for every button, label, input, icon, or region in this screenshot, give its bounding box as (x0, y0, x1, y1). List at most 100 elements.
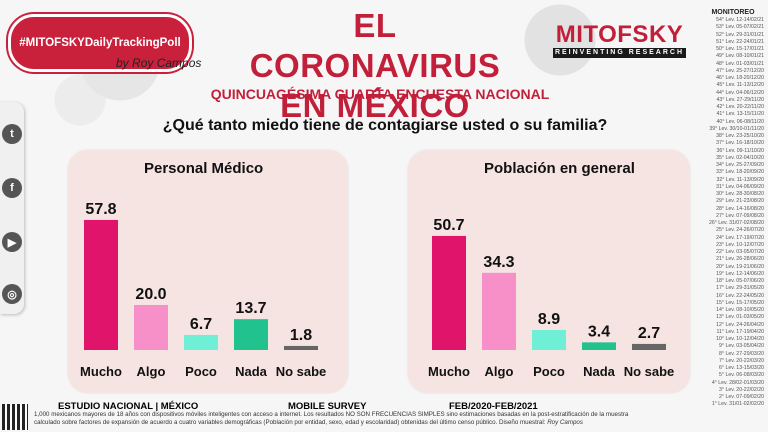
bar-value-label: 6.7 (190, 316, 212, 333)
bar-1-poco (532, 329, 566, 350)
monitor-row: 16° Lev. 22-24/05/20 (716, 292, 764, 299)
category-label: Mucho (428, 364, 470, 379)
category-label: Algo (485, 364, 514, 379)
monitor-row: 10° Lev. 10-12/04/20 (716, 336, 764, 342)
monitor-row: 35° Lev. 02-04/10/20 (716, 154, 764, 161)
monitor-row: 26° Lev. 31/07-02/08/20 (708, 220, 764, 226)
podcast-icon[interactable]: ◎ (2, 284, 22, 304)
monitor-title: MONITOREO (711, 9, 755, 16)
monitor-row: 25° Lev. 24-26/07/20 (716, 227, 764, 234)
chart-title-general: Población en general (484, 160, 635, 177)
monitor-row: 8° Lev. 27-29/03/20 (719, 350, 764, 357)
survey-question: ¿Qué tanto miedo tiene de contagiarse us… (162, 117, 608, 134)
monitor-row: 54° Lev. 12-14/02/21 (716, 17, 764, 23)
monitor-row: 28° Lev. 14-16/08/20 (716, 205, 764, 212)
monitor-row: 27° Lev. 07-09/08/20 (716, 212, 764, 219)
social-sidebar: t f ▶ ◎ (0, 102, 24, 314)
byline: by Roy Campos (116, 56, 201, 70)
bar-0-nada (234, 319, 268, 350)
qr-code[interactable] (2, 404, 28, 430)
bar-1-no-sabe (632, 343, 666, 350)
category-label: No sabe (624, 364, 675, 379)
brand-logo[interactable]: MITOFSKY REINVENTING RESEARCH (553, 22, 686, 64)
hashtag-text: #MITOFSKYDailyTrackingPoll (19, 37, 181, 49)
monitor-row: 46° Lev. 18-20/12/20 (716, 75, 764, 81)
monitor-row: 53° Lev. 05-07/02/21 (716, 24, 764, 31)
monitor-row: 24° Lev. 17-19/07/20 (716, 234, 764, 241)
by-text: by (116, 56, 129, 70)
monitor-row: 22° Lev. 03-05/07/20 (716, 249, 764, 255)
footer-dates: FEB/2020-FEB/2021 (449, 401, 538, 412)
bar-value-label: 50.7 (433, 217, 464, 234)
monitor-row: 49° Lev. 08-10/01/21 (716, 53, 764, 60)
note-text: 1,000 mexicanos mayores de 18 años con d… (34, 411, 629, 426)
category-label: Nada (235, 364, 268, 379)
chart-title-medical: Personal Médico (144, 160, 264, 177)
monitor-row: 47° Lev. 25-27/12/20 (716, 67, 764, 74)
monitor-row: 37° Lev. 16-18/10/20 (716, 140, 764, 147)
bar-value-label: 57.8 (85, 201, 116, 218)
category-label: Mucho (80, 364, 122, 379)
hashtag-badge[interactable]: #MITOFSKYDailyTrackingPoll (8, 14, 192, 72)
monitor-row: 11° Lev. 17-19/04/20 (716, 328, 764, 335)
monitor-row: 32° Lev. 11-13/09/20 (716, 176, 764, 183)
facebook-icon[interactable]: f (2, 178, 22, 198)
bar-value-label: 2.7 (638, 325, 660, 342)
monitor-row: 2° Lev. 07-09/02/20 (719, 394, 764, 400)
monitor-row: 4° Lev. 28/02-01/03/20 (711, 379, 764, 386)
bar-value-label: 3.4 (588, 323, 610, 340)
signature: Roy Campos (132, 56, 202, 70)
monitor-row: 33° Lev. 18-20/09/20 (716, 169, 764, 176)
monitor-list: MONITOREO 54° Lev. 12-14/02/21 53° Lev. 0… (698, 8, 768, 428)
monitor-row: 42° Lev. 20-22/11/20 (716, 104, 764, 110)
logo-name: MITOFSKY (555, 21, 684, 48)
monitor-row: 13° Lev. 01-03/05/20 (716, 314, 764, 321)
monitor-row: 23° Lev. 10-12/07/20 (716, 241, 764, 248)
monitor-row: 18° Lev. 05-07/06/20 (716, 278, 764, 284)
footer-study: ESTUDIO NACIONAL | MÉXICO (58, 401, 199, 412)
monitor-row: 48° Lev. 01-03/01/21 (716, 60, 764, 67)
monitor-row: 15° Lev. 15-17/05/20 (716, 299, 764, 306)
monitor-row: 20° Lev. 19-21/06/20 (716, 263, 764, 270)
monitor-row: 3° Lev. 20-22/02/20 (719, 386, 764, 393)
methodology-note: 1,000 mexicanos mayores de 18 años con d… (34, 411, 654, 427)
monitor-row: 17° Lev. 29-31/05/20 (716, 285, 764, 292)
monitor-row: 50° Lev. 15-17/01/21 (716, 46, 764, 52)
monitor-row: 12° Lev. 24-26/04/20 (716, 321, 764, 328)
monitor-row: 36° Lev. 09-11/10/20 (716, 147, 764, 154)
monitor-row: 9° Lev. 03-05/04/20 (719, 343, 764, 350)
monitor-row: 6° Lev. 13-15/03/20 (719, 365, 764, 371)
footer-mode: MOBILE SURVEY (288, 401, 367, 412)
monitor-row: 51° Lev. 22-24/01/21 (716, 38, 764, 45)
category-label: Poco (185, 364, 217, 379)
youtube-icon[interactable]: ▶ (2, 232, 22, 252)
monitor-row: 45° Lev. 11-13/12/20 (716, 82, 764, 89)
category-label: No sabe (276, 364, 327, 379)
twitter-icon[interactable]: t (2, 124, 22, 144)
category-label: Algo (137, 364, 166, 379)
note-signature: Roy Campos (547, 419, 583, 426)
survey-subtitle: QUINCUAGÉSIMA CUARTA ENCUESTA NACIONAL (210, 86, 550, 102)
monitor-row: 44° Lev. 04-06/12/20 (716, 89, 764, 96)
monitor-row: 43° Lev. 27-29/11/20 (716, 96, 764, 103)
monitor-row: 7° Lev. 20-22/03/20 (719, 357, 764, 364)
bar-value-label: 13.7 (235, 300, 266, 317)
monitor-row: 19° Lev. 12-14/06/20 (716, 270, 764, 277)
bar-1-mucho (432, 235, 466, 350)
bar-0-algo (134, 305, 168, 350)
bar-0-no-sabe (284, 345, 318, 350)
monitor-row: 40° Lev. 06-08/11/20 (716, 118, 764, 125)
monitor-row: 29° Lev. 21-23/08/20 (716, 198, 764, 205)
monitor-row: 52° Lev. 29-31/01/21 (716, 31, 764, 38)
bar-1-nada (582, 342, 616, 350)
title-line-1: EL CORONAVIRUS (249, 7, 501, 84)
bar-value-label: 1.8 (290, 327, 312, 344)
monitor-row: 14° Lev. 08-10/05/20 (716, 307, 764, 313)
monitor-row: 41° Lev. 13-15/11/20 (716, 111, 764, 118)
bar-0-poco (184, 334, 218, 350)
monitor-row: 34° Lev. 25-27/09/20 (716, 162, 764, 168)
bar-value-label: 34.3 (483, 254, 514, 271)
page-title: EL CORONAVIRUS EN MÉXICO (225, 6, 525, 126)
monitor-row: 31° Lev. 04-06/09/20 (716, 183, 764, 190)
